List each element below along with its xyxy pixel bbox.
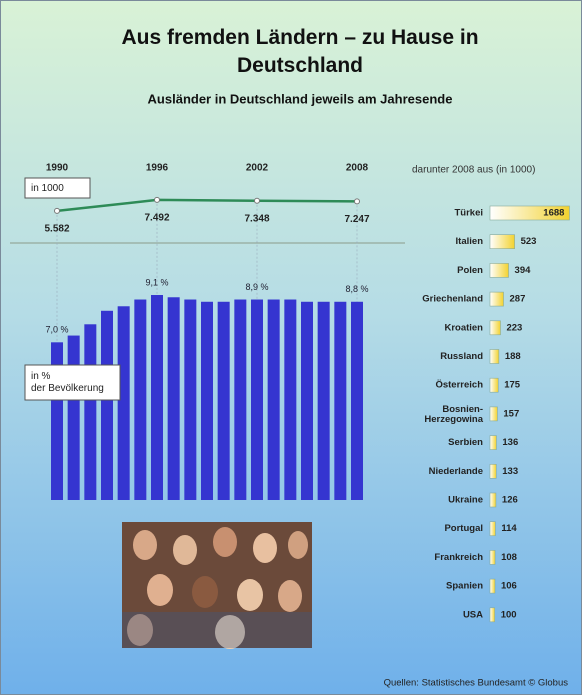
bar (118, 306, 130, 500)
year-label: 2008 (346, 163, 369, 174)
bar (490, 292, 504, 306)
bar (351, 302, 363, 500)
bar (151, 295, 163, 500)
value-label: 287 (510, 294, 526, 305)
category-label: Kroatien (444, 322, 483, 333)
category-label: Ukraine (448, 495, 483, 506)
category-label: Niederlande (429, 466, 483, 477)
source: Quellen: Statistisches Bundesamt © Globu… (384, 678, 569, 689)
value-label: 157 (503, 408, 519, 419)
bar (218, 302, 230, 500)
bar (490, 407, 497, 421)
bar (184, 300, 196, 500)
value-label: 1688 (543, 208, 564, 219)
value-label: 8,9 % (245, 282, 268, 292)
bar (84, 324, 96, 500)
point (155, 197, 160, 202)
bar (490, 464, 496, 478)
bar (234, 300, 246, 500)
point (55, 208, 60, 213)
bar (284, 300, 296, 500)
value-label: 7.348 (244, 213, 269, 224)
value-label: 223 (506, 322, 522, 333)
hbar-title: darunter 2008 aus (in 1000) (412, 165, 535, 176)
value-label: 133 (502, 466, 518, 477)
value-label: 8,8 % (345, 284, 368, 294)
category-label: Italien (456, 236, 484, 247)
value-label: 114 (501, 523, 517, 534)
category-label: Österreich (435, 380, 483, 391)
bar (268, 300, 280, 500)
year-label: 1990 (46, 163, 69, 174)
bar (490, 550, 495, 564)
bar (490, 522, 495, 536)
bar (490, 608, 495, 622)
value-label: 7.247 (344, 214, 369, 225)
value-label: 108 (501, 552, 517, 563)
category-label: Griechenland (422, 294, 483, 305)
value-label: 100 (501, 609, 517, 620)
bar (251, 300, 263, 500)
bar (490, 350, 499, 364)
value-label: 136 (502, 437, 518, 448)
value-label: 175 (504, 380, 521, 391)
bar (134, 300, 146, 500)
value-label: 188 (505, 351, 521, 362)
subtitle: Ausländer in Deutschland jeweils am Jahr… (148, 91, 453, 106)
bar (490, 493, 496, 507)
value-label: 106 (501, 581, 517, 592)
category-label: Spanien (446, 581, 483, 592)
line-label: in 1000 (31, 183, 64, 194)
value-label: 394 (515, 265, 532, 276)
value-label: 126 (502, 495, 518, 506)
bar (68, 336, 80, 500)
point (355, 199, 360, 204)
bar (201, 302, 213, 500)
value-label: 7,0 % (45, 325, 68, 335)
value-label: 523 (521, 236, 537, 247)
value-label: 9,1 % (145, 277, 168, 287)
bar (490, 235, 515, 249)
bar (490, 436, 496, 450)
photo (122, 522, 312, 649)
value-label: 7.492 (144, 213, 169, 224)
point (255, 198, 260, 203)
bar (101, 311, 113, 500)
bar (318, 302, 330, 500)
year-label: 1996 (146, 163, 169, 174)
category-label: Türkei (454, 208, 483, 219)
category-label: USA (463, 609, 483, 620)
category-label: Serbien (448, 437, 483, 448)
category-label: Polen (457, 265, 483, 276)
year-label: 2002 (246, 163, 269, 174)
value-label: 5.582 (44, 224, 69, 235)
category-label: Frankreich (434, 552, 483, 563)
bar (334, 302, 346, 500)
infographic: Aus fremden Ländern – zu Hause inDeutsch… (0, 0, 582, 695)
category-label: Portugal (444, 523, 483, 534)
bar (490, 579, 495, 593)
bar (168, 297, 180, 500)
page: Aus fremden Ländern – zu Hause inDeutsch… (0, 0, 582, 700)
category-label: Russland (440, 351, 483, 362)
bar (301, 302, 313, 500)
bar (490, 321, 500, 335)
bar (490, 263, 509, 277)
bar (490, 378, 498, 392)
